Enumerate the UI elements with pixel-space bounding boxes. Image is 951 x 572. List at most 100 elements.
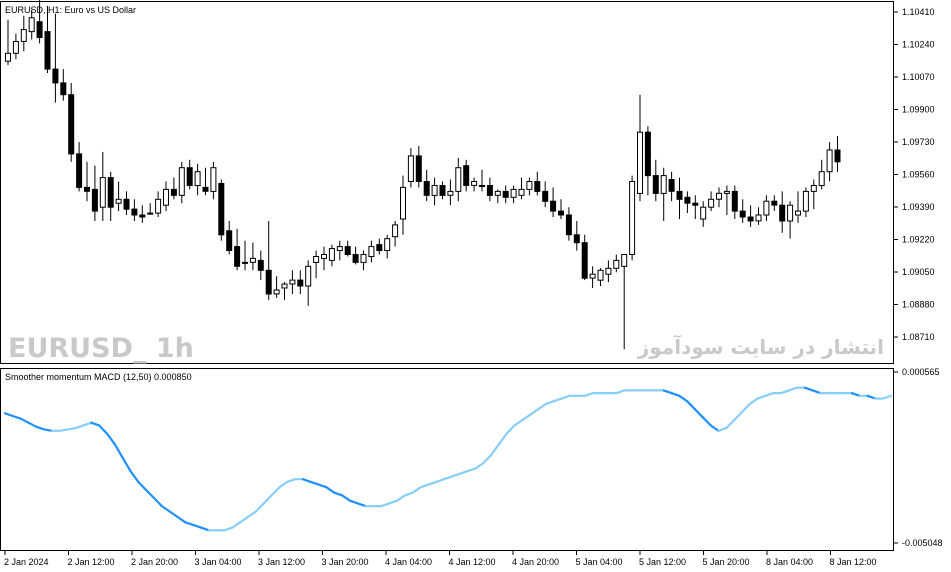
candle-body xyxy=(613,259,620,269)
candle-body xyxy=(139,214,146,218)
macd-segment xyxy=(348,499,359,505)
candle xyxy=(629,175,636,261)
candle xyxy=(755,207,762,225)
candle xyxy=(305,260,312,306)
symbol-watermark: EURUSD_ 1h xyxy=(8,333,194,364)
candle-body xyxy=(818,171,825,186)
candle xyxy=(91,165,98,221)
candle-body xyxy=(684,196,691,204)
candle-body xyxy=(463,165,470,186)
price-label: 1.10070 xyxy=(902,72,935,82)
candle-body xyxy=(186,167,193,186)
macd-segment xyxy=(584,392,595,397)
candle xyxy=(810,179,817,210)
macd-segment xyxy=(560,394,571,400)
macd-segment xyxy=(443,475,453,481)
candle-body xyxy=(716,192,722,200)
candle-body xyxy=(550,200,557,212)
candle xyxy=(423,169,430,202)
candle xyxy=(20,15,27,52)
indicator-axis[interactable]: 0.000565 -0.005048 xyxy=(894,367,943,548)
candle xyxy=(257,250,264,281)
macd-segment xyxy=(466,467,477,473)
candle xyxy=(392,221,399,247)
candle xyxy=(739,199,746,223)
macd-segment xyxy=(262,494,273,505)
time-label: 4 Jan 12:00 xyxy=(449,557,496,567)
candle xyxy=(510,185,517,204)
candle xyxy=(637,94,643,202)
candle xyxy=(36,0,43,44)
macd-segment xyxy=(474,462,485,470)
candle xyxy=(76,142,83,192)
macd-segment xyxy=(427,480,438,486)
indicator-panel[interactable] xyxy=(0,368,894,551)
candle-body xyxy=(344,246,351,256)
macd-segment xyxy=(717,427,728,432)
candle-body xyxy=(84,186,90,192)
candle-body xyxy=(637,131,643,194)
candle-body xyxy=(273,289,280,295)
candle xyxy=(684,191,691,214)
macd-segment xyxy=(733,410,744,422)
macd-segment xyxy=(129,470,140,483)
macd-segment xyxy=(333,491,344,497)
macd-segment xyxy=(725,418,736,430)
macd-segment xyxy=(192,523,203,529)
candle xyxy=(581,234,588,281)
candle xyxy=(731,185,738,219)
price-panel[interactable] xyxy=(0,1,894,364)
candle xyxy=(68,82,75,162)
macd-segment xyxy=(780,389,791,395)
candle xyxy=(289,270,296,294)
time-axis[interactable]: 2 Jan 2024 2 Jan 12:00 2 Jan 20:00 3 Jan 04… xyxy=(4,551,877,567)
candle xyxy=(194,163,201,196)
candle xyxy=(431,177,438,206)
candle-body xyxy=(731,190,738,212)
macd-segment xyxy=(411,486,422,494)
candle xyxy=(99,151,106,221)
macd-segment xyxy=(176,515,187,524)
candle-body xyxy=(281,283,288,289)
candle-body xyxy=(60,82,67,96)
candle xyxy=(486,177,493,202)
macd-segment xyxy=(787,386,799,392)
macd-segment xyxy=(490,443,501,457)
macd-segment xyxy=(458,470,469,475)
macd-segment xyxy=(11,414,22,420)
macd-segment xyxy=(239,515,250,524)
candle-body xyxy=(471,181,478,186)
candle xyxy=(526,177,533,196)
candle xyxy=(265,221,272,300)
macd-segment xyxy=(199,526,210,532)
candle-body xyxy=(147,212,154,215)
candle-body xyxy=(226,230,233,252)
candle xyxy=(494,189,501,204)
macd-segment xyxy=(90,421,101,427)
macd-segment xyxy=(19,417,30,424)
candle-body xyxy=(668,179,675,192)
macd-segment xyxy=(803,386,814,392)
macd-segment xyxy=(113,443,124,459)
candle xyxy=(597,268,604,287)
candle xyxy=(5,19,11,66)
time-label: 2 Jan 2024 xyxy=(4,557,49,567)
candle-body xyxy=(692,202,699,206)
candle xyxy=(344,240,351,257)
candle-body xyxy=(494,190,501,196)
time-label: 3 Jan 20:00 xyxy=(322,557,369,567)
candle xyxy=(12,33,19,60)
macd-segment xyxy=(247,510,257,519)
candle xyxy=(218,179,225,241)
candle-body xyxy=(313,256,320,263)
price-axis[interactable]: 1.10410 1.10240 1.10070 1.09900 1.09730 1.095… xyxy=(894,7,935,342)
indicator-label: -0.005048 xyxy=(902,538,943,548)
price-label: 1.10410 xyxy=(902,7,935,17)
candle-body xyxy=(605,267,612,275)
candle-body xyxy=(779,204,786,222)
indicator-title: Smoother momentum MACD (12,50) 0.000850 xyxy=(5,372,192,382)
time-label: 3 Jan 12:00 xyxy=(258,557,305,567)
macd-segment xyxy=(521,413,532,422)
candle-body xyxy=(660,175,667,194)
candle-body xyxy=(407,155,414,182)
